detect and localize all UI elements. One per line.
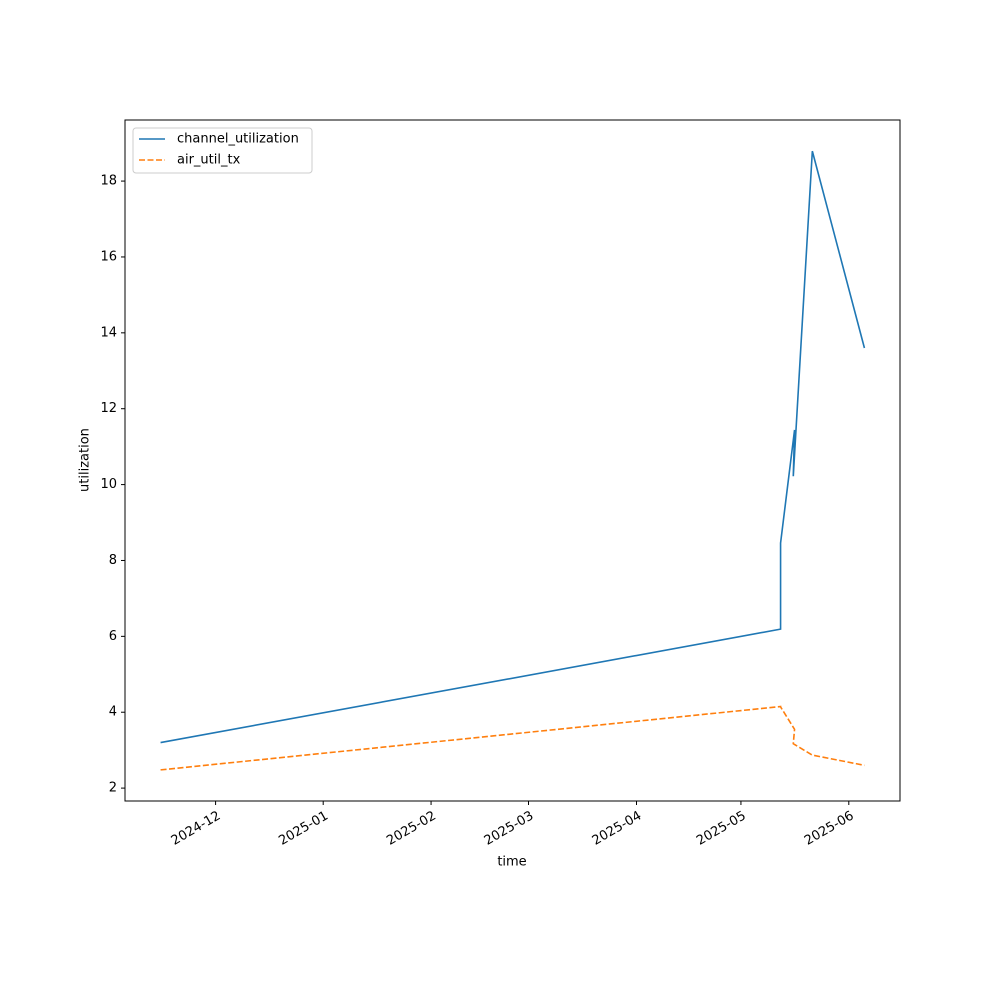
y-tick-label: 2 xyxy=(109,781,117,796)
legend-label: air_util_tx xyxy=(177,153,241,168)
x-tick-label: 2025-03 xyxy=(482,809,537,849)
y-tick-label: 12 xyxy=(100,401,117,416)
legend-label: channel_utilization xyxy=(177,132,299,147)
y-tick-label: 8 xyxy=(109,553,117,568)
series-line xyxy=(160,150,866,744)
y-tick-label: 10 xyxy=(100,477,117,492)
axes-frame xyxy=(124,119,901,802)
x-tick-label: 2024-12 xyxy=(169,809,224,849)
y-tick-label: 16 xyxy=(100,249,117,264)
x-tick-label: 2025-02 xyxy=(384,809,439,849)
y-tick-label: 18 xyxy=(100,174,117,189)
x-tick-label: 2025-06 xyxy=(802,809,857,849)
x-tick-label: 2025-05 xyxy=(694,809,749,849)
legend-box xyxy=(132,127,313,174)
x-tick-label: 2025-01 xyxy=(276,809,331,849)
y-tick-label: 14 xyxy=(100,325,117,340)
y-tick-label: 6 xyxy=(109,629,117,644)
y-axis-label: utilization xyxy=(78,428,93,492)
x-tick-label: 2025-04 xyxy=(590,809,645,849)
series-line xyxy=(160,705,865,771)
y-tick-label: 4 xyxy=(109,705,117,720)
x-axis-label: time xyxy=(497,855,526,870)
